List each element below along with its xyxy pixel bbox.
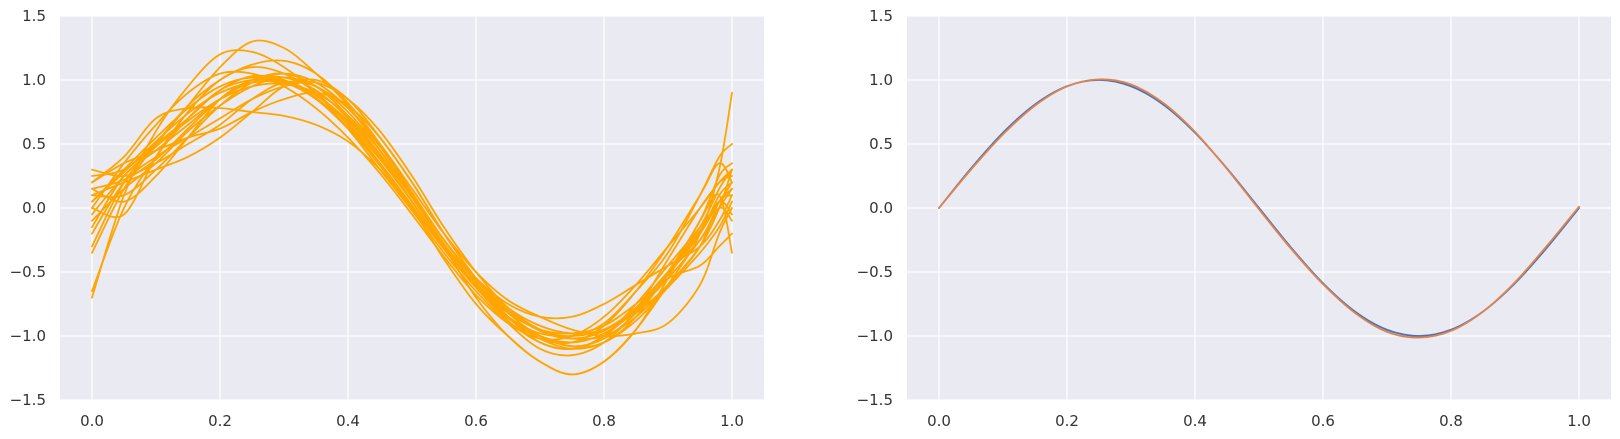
sample-curve-20 — [91, 82, 733, 340]
y-tick-label: −1.0 — [857, 327, 893, 345]
series-line-2 — [938, 78, 1580, 339]
y-tick-label: 1.5 — [869, 7, 893, 25]
x-tick-label: 0.8 — [592, 412, 616, 430]
y-tick-label: 1.0 — [22, 71, 46, 89]
y-tick-label: 0.0 — [22, 199, 46, 217]
x-tick-label: 0.8 — [1439, 412, 1463, 430]
left-chart-panel: 0.0 0.2 0.4 0.6 0.8 1.0 −1.5 −1.0 −0.5 0.0 0.5 1.0 1… — [10, 7, 764, 430]
x-tick-label: 0.0 — [927, 412, 951, 430]
sample-curve-19 — [91, 72, 733, 344]
x-tick-label: 0.0 — [80, 412, 104, 430]
x-tick-label: 1.0 — [1567, 412, 1591, 430]
right-chart-panel: 0.0 0.2 0.4 0.6 0.8 1.0 −1.5 −1.0 −0.5 0.0 0.5 1.0 1… — [857, 7, 1611, 430]
x-tick-label: 0.6 — [464, 412, 488, 430]
y-tick-label: −0.5 — [857, 263, 893, 281]
y-tick-label: −1.5 — [857, 391, 893, 409]
x-tick-label: 0.4 — [1183, 412, 1207, 430]
x-tick-label: 0.6 — [1311, 412, 1335, 430]
x-tick-label: 0.2 — [208, 412, 232, 430]
sample-curve-16 — [91, 80, 733, 341]
y-tick-label: −0.5 — [10, 263, 46, 281]
x-tick-label: 1.0 — [720, 412, 744, 430]
y-tick-label: 0.5 — [869, 135, 893, 153]
y-tick-label: 0.0 — [869, 199, 893, 217]
y-tick-label: 1.5 — [22, 7, 46, 25]
x-tick-label: 0.2 — [1055, 412, 1079, 430]
y-tick-label: 0.5 — [22, 135, 46, 153]
y-tick-label: −1.0 — [10, 327, 46, 345]
y-tick-label: −1.5 — [10, 391, 46, 409]
sample-curve-12 — [91, 70, 733, 341]
x-tick-label: 0.4 — [336, 412, 360, 430]
y-tick-label: 1.0 — [869, 71, 893, 89]
